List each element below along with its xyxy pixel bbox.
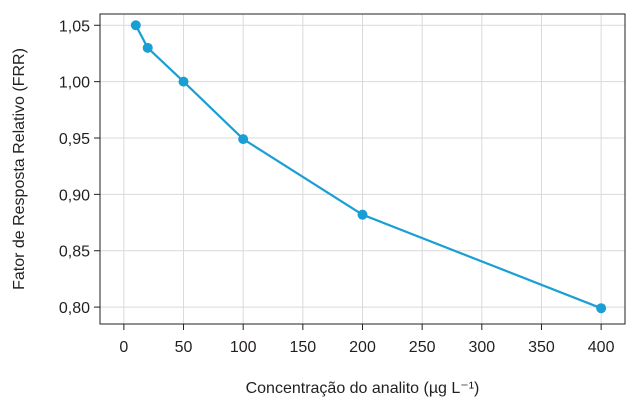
series-line	[134, 24, 602, 310]
series-layer	[130, 20, 607, 314]
grid-lines	[100, 14, 625, 324]
y-axis: 0,80 0,85 0,90 0,95 1,00 1,05	[59, 18, 100, 317]
x-tick-label: 300	[468, 339, 495, 356]
x-axis-title: Concentração do analito (µg L⁻¹)	[246, 380, 480, 397]
data-point	[178, 76, 189, 87]
data-point	[596, 303, 607, 314]
y-axis-title: Fator de Resposta Relativo (FRR)	[11, 48, 28, 290]
data-point	[130, 20, 141, 31]
x-axis: 0 50 100 150 200 250 300 350 400	[119, 324, 615, 356]
y-tick-label: 0,90	[59, 187, 90, 204]
data-point	[142, 42, 153, 53]
x-tick-label: 150	[289, 339, 316, 356]
y-tick-label: 1,00	[59, 75, 90, 92]
x-tick-label: 200	[349, 339, 376, 356]
y-tick-label: 1,05	[59, 18, 90, 35]
y-tick-label: 0,85	[59, 244, 90, 261]
y-tick-label: 0,80	[59, 300, 90, 317]
x-tick-label: 400	[588, 339, 615, 356]
data-point	[357, 209, 368, 220]
x-tick-label: 100	[230, 339, 257, 356]
x-tick-label: 50	[175, 339, 193, 356]
y-tick-label: 0,95	[59, 131, 90, 148]
x-tick-label: 350	[528, 339, 555, 356]
data-point	[238, 134, 249, 145]
x-tick-label: 250	[409, 339, 436, 356]
x-tick-label: 0	[119, 339, 128, 356]
